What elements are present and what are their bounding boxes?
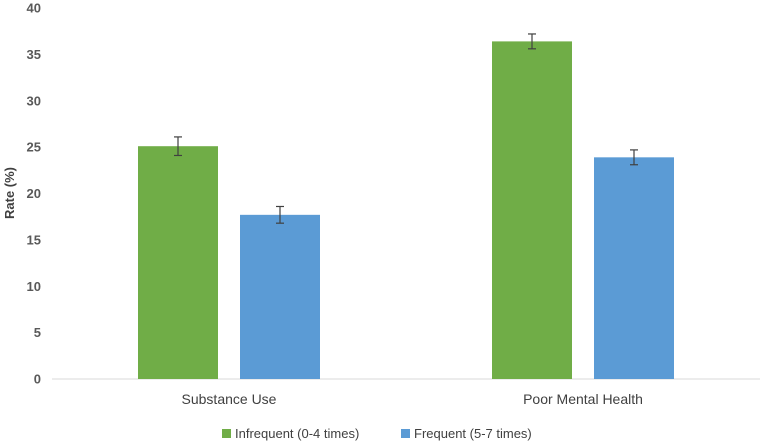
y-axis-title: Rate (%): [2, 167, 17, 219]
category-labels: Substance Use Poor Mental Health: [182, 391, 643, 407]
legend-swatch: [401, 429, 410, 438]
bar: [138, 146, 218, 379]
y-tick-label: 25: [27, 140, 41, 155]
legend-label: Frequent (5-7 times): [414, 426, 532, 441]
legend: Infrequent (0-4 times) Frequent (5-7 time…: [222, 426, 532, 441]
error-bars-group: [174, 33, 638, 224]
bar: [240, 214, 320, 379]
legend-label: Infrequent (0-4 times): [235, 426, 359, 441]
legend-swatch: [222, 429, 231, 438]
y-tick-label: 20: [27, 186, 41, 201]
bar: [492, 41, 572, 379]
y-tick-label: 5: [34, 325, 41, 340]
category-label: Substance Use: [182, 391, 277, 407]
category-label: Poor Mental Health: [523, 391, 643, 407]
y-tick-label: 10: [27, 279, 41, 294]
y-tick-label: 35: [27, 47, 41, 62]
bars-group: [138, 41, 674, 379]
bar: [594, 157, 674, 379]
y-tick-label: 30: [27, 93, 41, 108]
y-tick-label: 15: [27, 232, 41, 247]
y-tick-label: 0: [34, 372, 41, 387]
y-tick-label: 40: [27, 1, 41, 16]
y-axis-ticks: 0 5 10 15 20 25 30 35 40: [27, 1, 41, 387]
